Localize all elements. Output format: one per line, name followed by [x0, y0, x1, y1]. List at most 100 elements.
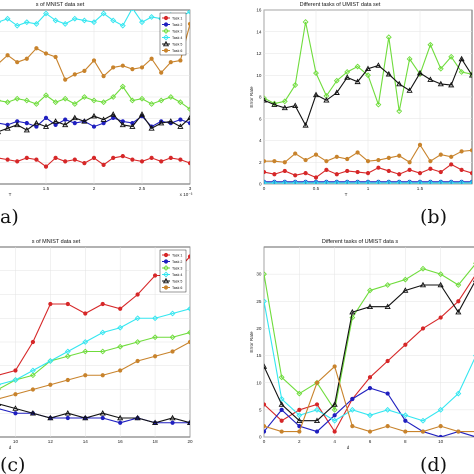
- x-axis-label: T: [345, 192, 348, 197]
- data-point: [24, 155, 29, 160]
- data-point: [178, 117, 183, 122]
- data-point: [314, 406, 320, 413]
- data-point: [264, 363, 268, 369]
- data-point: [448, 81, 455, 88]
- data-point: [71, 114, 78, 121]
- data-point: [169, 310, 176, 317]
- data-point: [344, 179, 351, 184]
- data-point: [384, 282, 391, 288]
- data-point: [279, 407, 284, 412]
- data-point: [186, 114, 190, 121]
- data-point: [47, 414, 54, 421]
- data-point: [397, 172, 402, 177]
- data-point: [13, 368, 18, 373]
- data-point: [30, 387, 36, 392]
- data-point: [12, 377, 19, 383]
- data-point: [355, 150, 360, 155]
- data-point: [168, 60, 173, 65]
- series-line-task-3: [264, 264, 474, 412]
- data-point: [52, 118, 59, 124]
- data-point: [120, 63, 125, 68]
- data-point: [13, 392, 18, 397]
- legend-label: Task 6: [172, 286, 182, 290]
- data-point: [264, 97, 268, 103]
- data-point: [72, 120, 77, 126]
- data-point: [82, 68, 87, 73]
- data-point: [148, 14, 155, 20]
- panel-label: (b): [420, 206, 447, 228]
- data-point: [100, 99, 107, 106]
- data-point: [65, 301, 70, 307]
- grid-lines: [263, 9, 472, 185]
- legend-label: Task 3: [172, 29, 182, 33]
- y-tick-label: 20: [256, 326, 262, 331]
- data-point: [29, 367, 36, 374]
- data-point: [354, 63, 361, 70]
- data-point: [419, 281, 427, 288]
- data-point: [117, 414, 124, 421]
- data-point: [271, 179, 278, 184]
- data-point: [324, 167, 329, 172]
- data-point: [367, 429, 373, 434]
- data-point: [345, 168, 350, 174]
- data-point: [354, 78, 361, 85]
- data-point: [264, 95, 267, 102]
- data-point: [437, 406, 444, 413]
- series-line-task-4: [0, 308, 190, 385]
- legend-marker: [162, 277, 170, 284]
- data-point: [365, 159, 371, 164]
- data-point: [469, 148, 472, 153]
- data-point: [129, 123, 136, 129]
- data-point: [438, 169, 443, 175]
- data-point: [448, 179, 455, 184]
- data-point: [100, 10, 107, 17]
- series-line-task-3: [0, 85, 190, 110]
- data-point: [118, 306, 123, 311]
- data-point: [138, 111, 146, 117]
- data-point: [264, 402, 267, 407]
- data-point: [468, 72, 472, 78]
- data-point: [420, 326, 426, 331]
- data-point: [332, 413, 337, 418]
- data-point: [15, 159, 20, 164]
- data-point: [24, 120, 29, 126]
- data-point: [406, 56, 413, 62]
- data-point: [177, 123, 184, 129]
- data-point: [29, 410, 36, 416]
- data-point: [158, 119, 165, 126]
- data-point: [82, 348, 89, 355]
- data-point: [455, 282, 462, 288]
- data-point: [264, 169, 267, 175]
- data-point: [437, 271, 444, 278]
- y-tick-label: 14: [256, 29, 262, 34]
- x-axis-label: d: [9, 445, 12, 450]
- data-point: [187, 161, 190, 166]
- data-point: [152, 354, 158, 359]
- y-tick-label: 16: [256, 8, 262, 13]
- x-tick-label: 10: [13, 439, 19, 444]
- data-point: [24, 56, 29, 61]
- data-point: [187, 10, 190, 15]
- data-point: [23, 19, 30, 26]
- data-point: [331, 406, 338, 413]
- y-tick-label: 30: [256, 272, 262, 277]
- data-point: [282, 168, 287, 174]
- data-point: [118, 420, 123, 425]
- data-point: [100, 116, 107, 122]
- data-point: [187, 329, 190, 336]
- data-point: [302, 122, 309, 128]
- data-point: [281, 98, 288, 105]
- data-point: [385, 358, 390, 364]
- data-point: [403, 342, 408, 347]
- legend-label: Task 5: [172, 42, 182, 46]
- data-point: [130, 67, 135, 72]
- data-point: [334, 172, 339, 177]
- x-tick-label: 3: [189, 186, 192, 191]
- data-point: [43, 164, 49, 169]
- data-point: [407, 167, 412, 172]
- data-point: [375, 179, 382, 184]
- data-point: [82, 414, 89, 421]
- data-point: [281, 179, 288, 184]
- data-point: [271, 100, 278, 107]
- legend-marker: [163, 259, 169, 264]
